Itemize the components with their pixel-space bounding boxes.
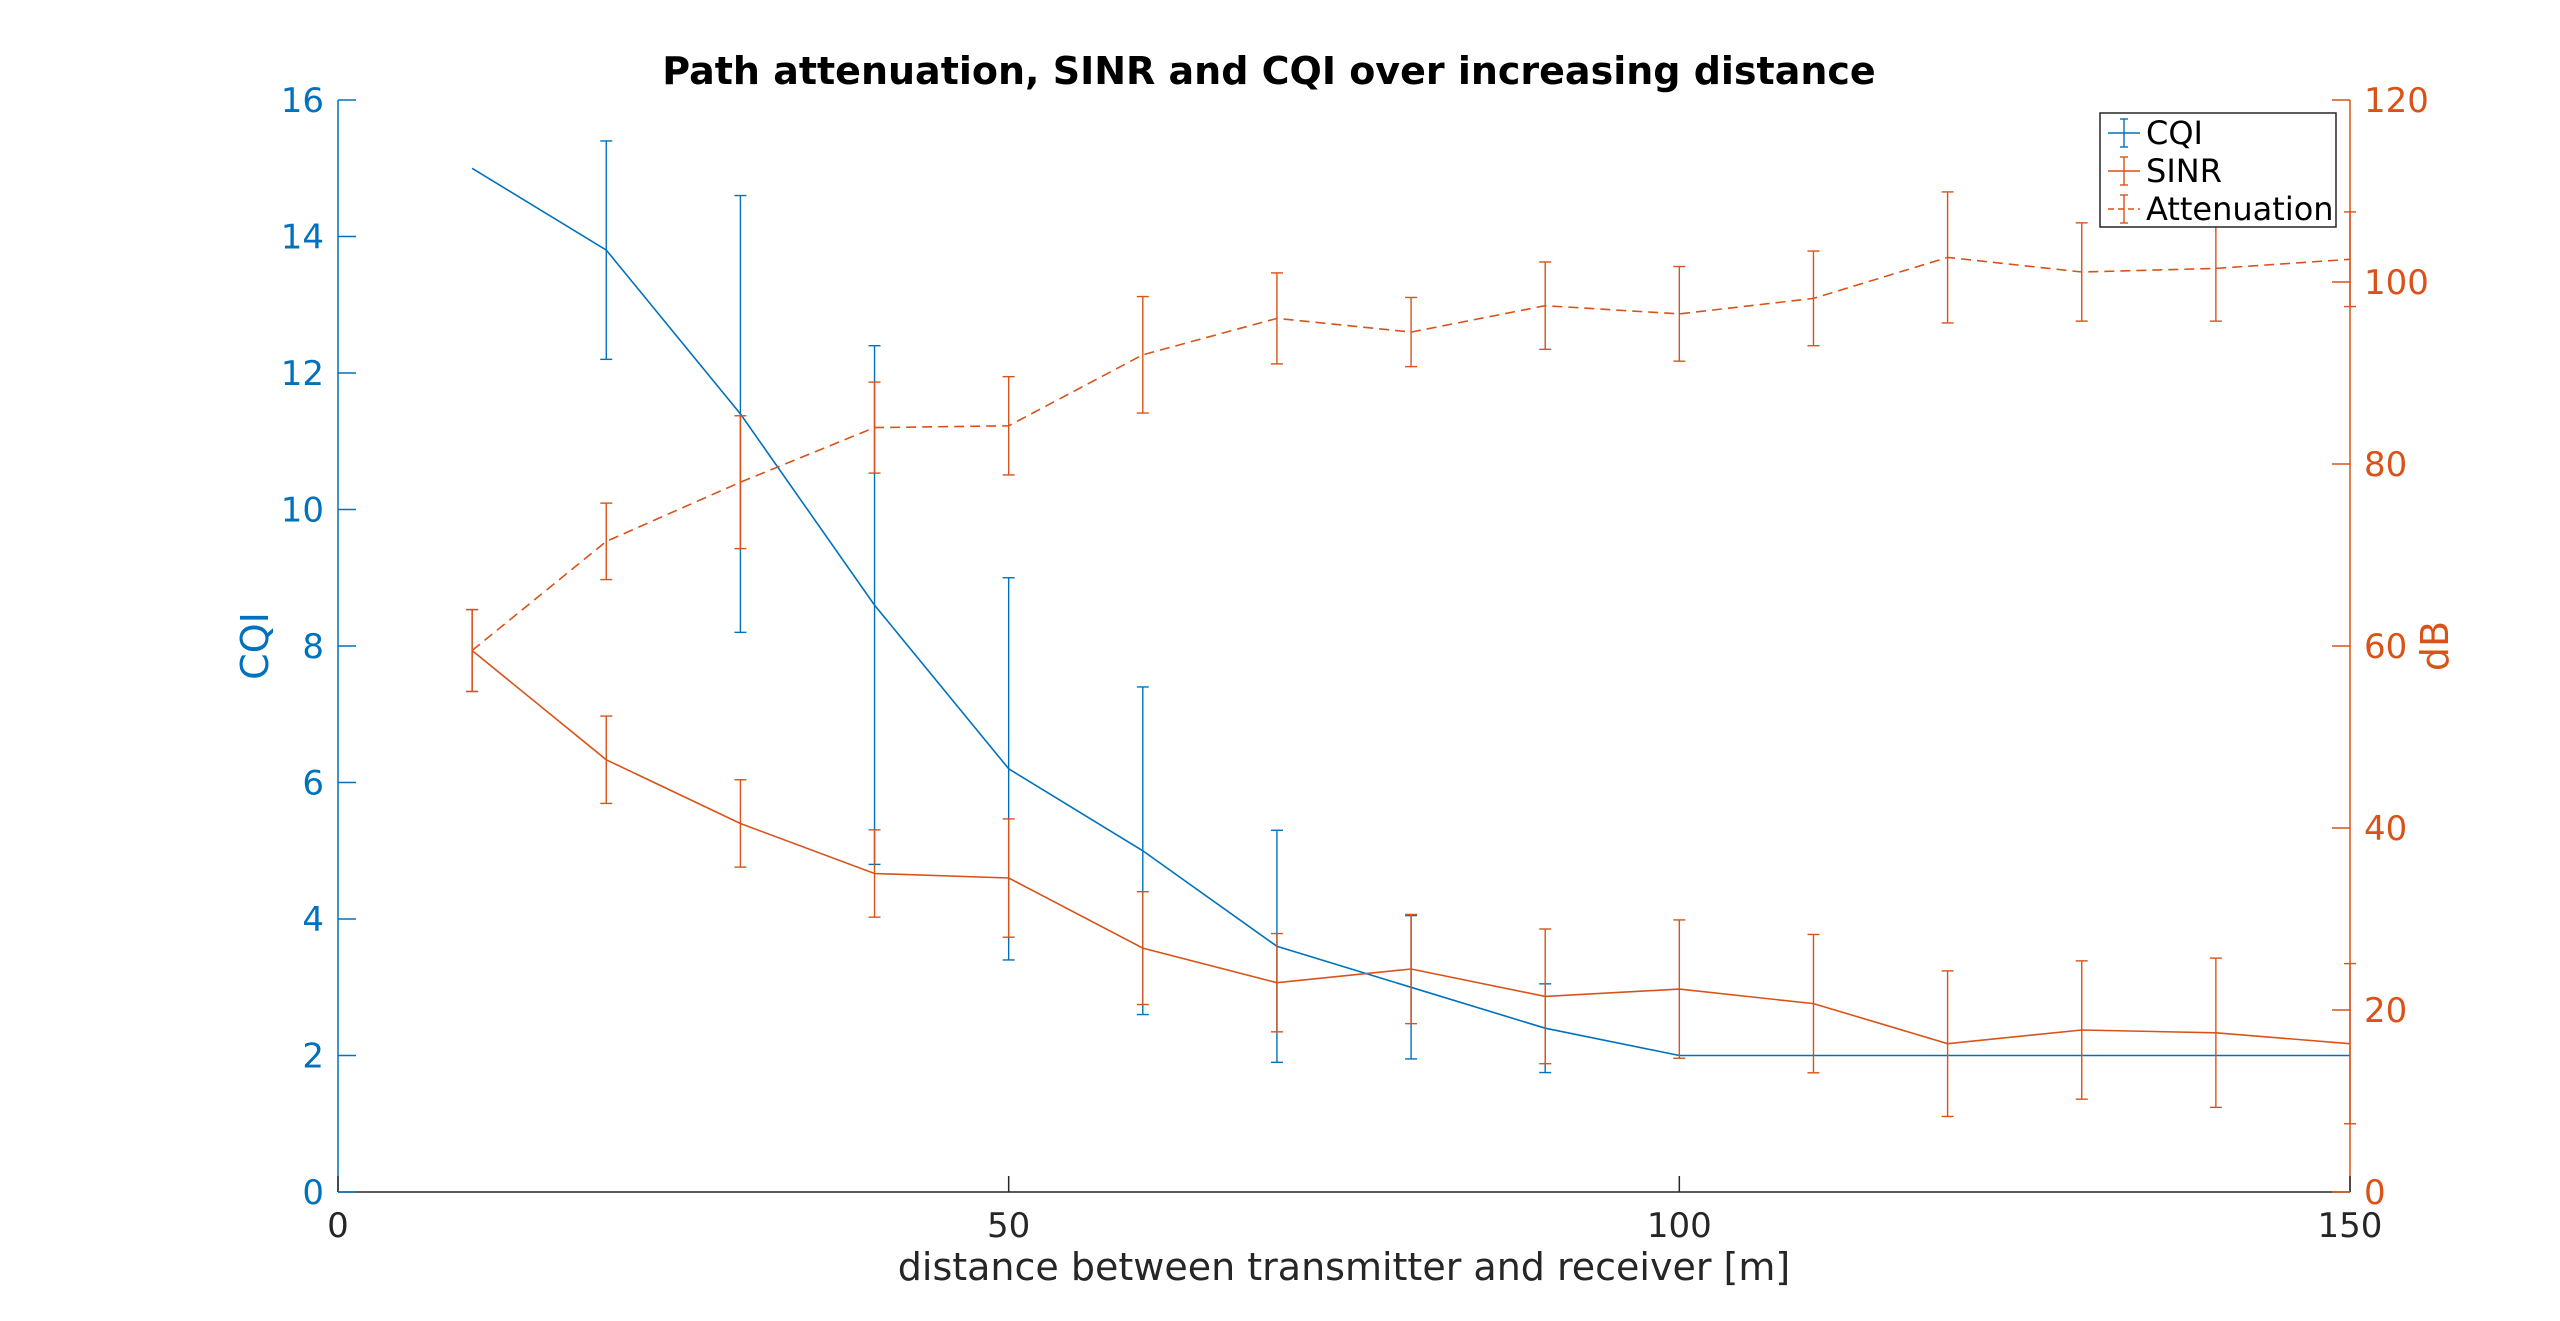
series-sinr-error-bar [868,829,881,918]
y-right-tick-label: 120 [2364,81,2429,121]
series-sinr-error-bar [1673,919,1686,1059]
y-axis-right-label: dB [2413,621,2457,671]
series-attenuation-error-bar [2075,222,2088,322]
series-sinr [466,608,2356,1125]
series-attenuation-error-bar [1002,375,1015,476]
series-sinr-error-bar [734,779,747,868]
y-right-tick-label: 40 [2364,809,2407,849]
series-attenuation-error-bar [1807,250,1820,347]
y-left-tick-label: 6 [302,764,324,804]
series-sinr-error-bar [1405,913,1418,1025]
y-right-tick-label: 80 [2364,445,2407,485]
legend-box [2099,112,2337,228]
y-left-tick-label: 8 [302,627,324,667]
series-attenuation-error-bar [1539,261,1552,351]
legend-item-cqi: CQI [2108,114,2203,152]
series-attenuation-error-bar [734,415,747,550]
x-tick-label: 50 [987,1206,1030,1246]
y-left-tick-label: 16 [281,81,324,121]
series-attenuation-error-bar [600,502,613,581]
series-sinr-error-bar [2075,960,2088,1100]
y-left-tick-label: 2 [302,1037,324,1077]
legend-item-sinr: SINR [2108,152,2222,190]
chart-title: Path attenuation, SINR and CQI over incr… [662,49,1875,93]
series-sinr-error-bar [1807,933,1820,1074]
legend-label-attenuation: Attenuation [2146,190,2334,228]
series-layer [466,140,2356,1125]
series-attenuation [466,191,2356,693]
legend-item-attenuation: Attenuation [2108,190,2334,228]
y-left-tick-label: 4 [302,900,324,940]
series-attenuation-error-bar [1270,272,1283,365]
series-sinr-error-bar [600,715,613,805]
series-attenuation-error-bar [466,608,479,693]
series-attenuation-error-bar [2344,211,2356,308]
y-right-tick-label: 100 [2364,263,2429,303]
series-attenuation-error-bar [1673,265,1686,362]
y-left-tick-label: 12 [281,354,324,394]
series-sinr-error-bar [1002,818,1015,938]
x-tick-label: 150 [2318,1206,2383,1246]
series-attenuation-error-bar [1136,295,1149,414]
y-axis-left-label: CQI [233,612,277,680]
series-sinr-error-bar [1941,970,1954,1118]
legend-label-cqi: CQI [2146,114,2203,152]
series-sinr-error-bar [1136,891,1149,1006]
y-left-tick-label: 14 [281,218,324,258]
series-sinr-error-bar [2344,962,2356,1125]
series-attenuation-error-bar [1941,191,1954,324]
y-left-tick-label: 10 [281,491,324,531]
legend-label-sinr: SINR [2146,152,2222,190]
series-cqi-error-bar [734,194,747,634]
x-axis-label: distance between transmitter and receive… [898,1245,1790,1289]
y-right-tick-label: 0 [2364,1173,2386,1213]
y-left-tick-label: 0 [302,1173,324,1213]
series-sinr-error-bar [1539,928,1552,1065]
series-sinr-error-bar [1270,932,1283,1033]
x-tick-label: 0 [327,1206,349,1246]
y-right-tick-label: 60 [2364,627,2407,667]
y-right-tick-label: 20 [2364,991,2407,1031]
series-cqi-error-bar [600,140,613,361]
series-sinr-error-bar [2209,957,2222,1109]
x-tick-label: 100 [1647,1206,1712,1246]
series-attenuation-error-bar [868,381,881,474]
series-attenuation-error-bar [1405,296,1418,368]
